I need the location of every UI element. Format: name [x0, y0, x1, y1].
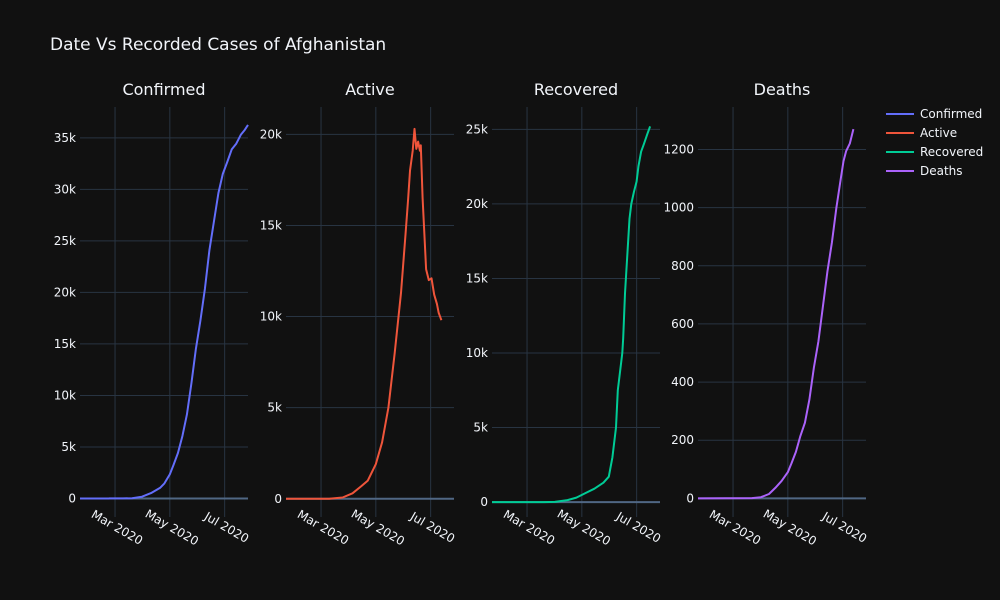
- x-tick-label: May 2020: [761, 507, 819, 549]
- legend-item-active[interactable]: Active: [886, 126, 957, 140]
- y-tick-label: 20k: [260, 127, 282, 141]
- legend[interactable]: Confirmed Active Recovered Deaths: [886, 107, 983, 178]
- y-tick-label: 15k: [466, 271, 488, 285]
- y-tick-label: 10k: [466, 346, 488, 360]
- x-tick-label: Mar 2020: [501, 507, 557, 548]
- y-tick-label: 0: [480, 495, 488, 509]
- x-tick-label: Jul 2020: [201, 509, 251, 546]
- series-line-active[interactable]: [285, 127, 443, 500]
- subplot-title: Recovered: [534, 80, 618, 99]
- x-tick-label: May 2020: [555, 507, 613, 549]
- legend-item-recovered[interactable]: Recovered: [886, 145, 983, 159]
- legend-label: Confirmed: [920, 107, 982, 121]
- legend-label: Deaths: [920, 164, 963, 178]
- y-tick-label: 400: [671, 375, 694, 389]
- legend-label: Recovered: [920, 145, 983, 159]
- series-line-recovered[interactable]: [492, 126, 652, 504]
- legend-item-deaths[interactable]: Deaths: [886, 164, 963, 178]
- y-tick-label: 5k: [61, 440, 76, 454]
- y-tick-label: 0: [274, 492, 282, 506]
- subplot-title: Active: [345, 80, 395, 99]
- figure-title: Date Vs Recorded Cases of Afghanistan: [50, 35, 386, 55]
- y-tick-label: 25k: [54, 234, 76, 248]
- y-tick-label: 20k: [54, 285, 76, 299]
- y-tick-label: 20k: [466, 197, 488, 211]
- y-tick-label: 5k: [267, 401, 282, 415]
- y-tick-label: 1200: [663, 142, 694, 156]
- y-tick-label: 30k: [54, 182, 76, 196]
- x-tick-label: Mar 2020: [295, 507, 351, 548]
- y-tick-label: 0: [68, 491, 76, 505]
- y-tick-label: 200: [671, 433, 694, 447]
- y-tick-label: 600: [671, 317, 694, 331]
- legend-item-confirmed[interactable]: Confirmed: [886, 107, 982, 121]
- x-tick-label: Jul 2020: [407, 509, 457, 546]
- subplot-title: Deaths: [754, 80, 811, 99]
- y-tick-label: 1000: [663, 201, 694, 215]
- x-tick-label: Jul 2020: [819, 509, 869, 546]
- y-tick-label: 800: [671, 259, 694, 273]
- y-tick-label: 25k: [466, 122, 488, 136]
- y-tick-label: 10k: [260, 310, 282, 324]
- y-tick-label: 10k: [54, 388, 76, 402]
- x-tick-label: Jul 2020: [613, 509, 663, 546]
- x-tick-label: Mar 2020: [89, 507, 145, 548]
- y-tick-label: 5k: [473, 421, 488, 435]
- series-line-confirmed[interactable]: [80, 124, 249, 500]
- legend-label: Active: [920, 126, 957, 140]
- subplot-title: Confirmed: [122, 80, 205, 99]
- x-tick-label: May 2020: [143, 507, 201, 549]
- series-line-deaths[interactable]: [697, 128, 855, 500]
- y-tick-label: 15k: [260, 218, 282, 232]
- x-tick-label: May 2020: [349, 507, 407, 549]
- x-tick-label: Mar 2020: [707, 507, 763, 548]
- y-tick-label: 15k: [54, 337, 76, 351]
- y-tick-label: 0: [686, 491, 694, 505]
- y-tick-label: 35k: [54, 131, 76, 145]
